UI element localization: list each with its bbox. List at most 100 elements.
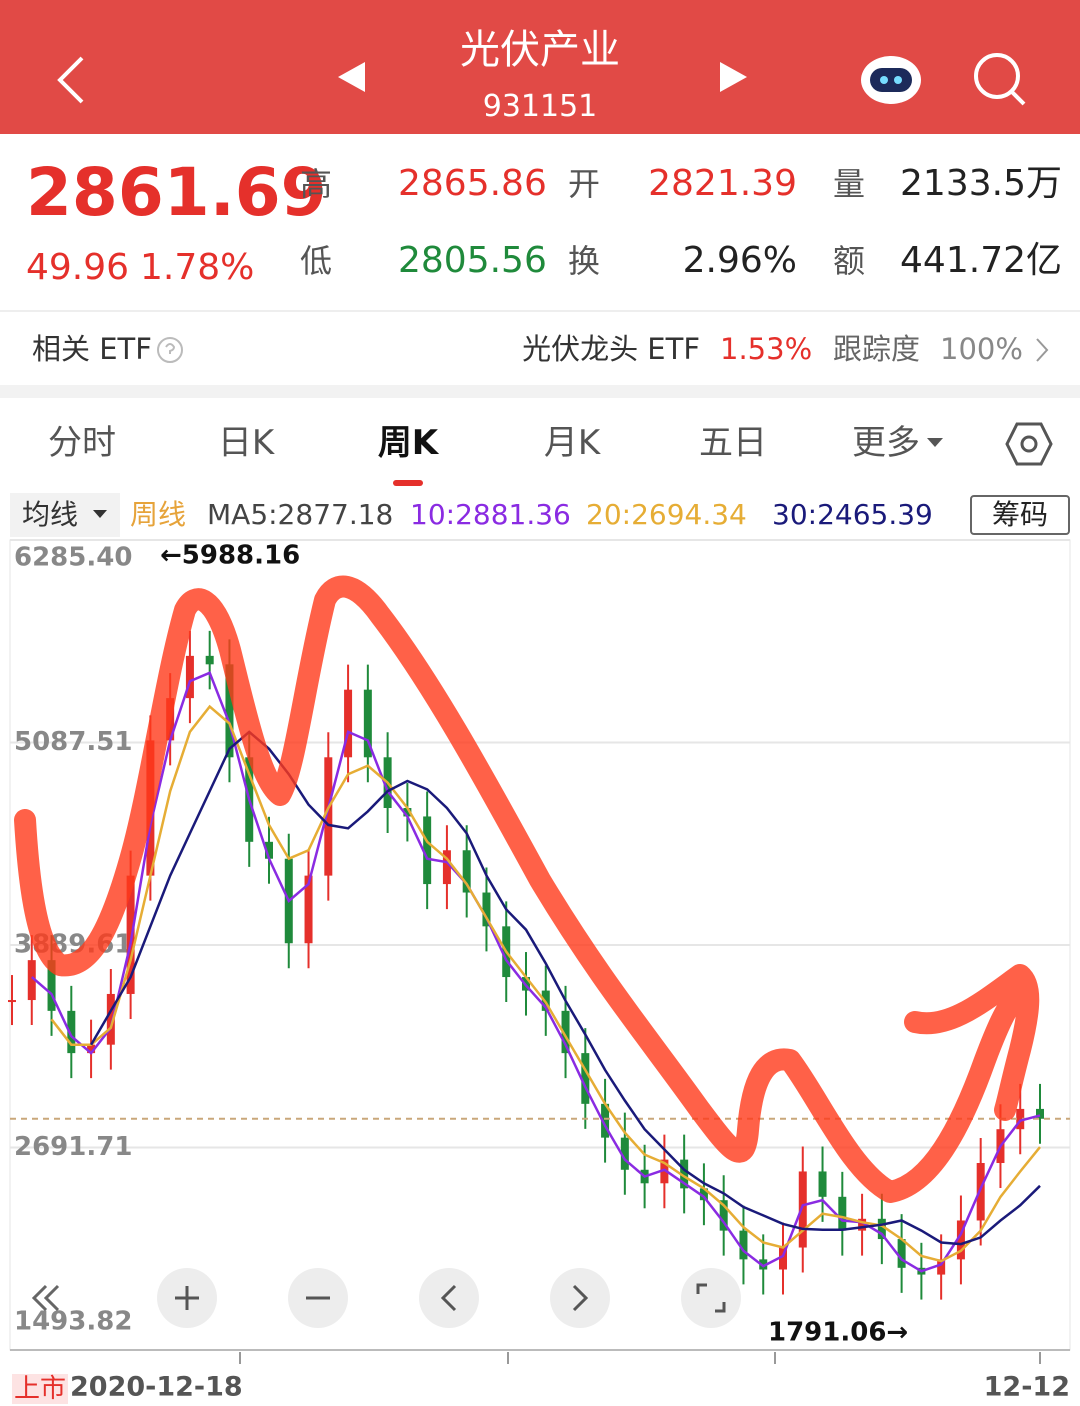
field-label: 低: [300, 242, 333, 280]
chart-controls: [31, 1268, 741, 1328]
change-pct: 1.78%: [140, 247, 255, 288]
zoom-out-button[interactable]: [288, 1268, 348, 1328]
candle: [1036, 1108, 1044, 1119]
chevron[interactable]: [1032, 335, 1052, 365]
field-label: 换: [568, 242, 601, 280]
field-value: 2805.56: [398, 240, 547, 281]
candle: [660, 1159, 669, 1184]
candle: [798, 1171, 807, 1248]
tab[interactable]: 日K: [217, 423, 275, 463]
tab[interactable]: 分时: [48, 423, 116, 463]
field-value: 2.96%: [682, 240, 797, 281]
candle: [779, 1247, 787, 1270]
candle: [363, 689, 372, 758]
divider: [0, 310, 1080, 312]
candle: [185, 655, 194, 699]
period: 周线: [130, 498, 187, 531]
candle: [265, 841, 273, 859]
candle: [818, 1171, 827, 1197]
field-label: 高: [300, 165, 333, 203]
caret: [93, 510, 107, 518]
zoom-in-button[interactable]: [157, 1268, 217, 1328]
title: 光伏产业: [460, 27, 620, 73]
field-value: 441.72亿: [900, 240, 1062, 281]
chip-button[interactable]: 筹码: [970, 495, 1070, 535]
candle: [759, 1259, 768, 1270]
candle: [601, 1103, 610, 1138]
track-label: 跟踪度: [833, 332, 921, 366]
etf-change: 1.53%: [720, 332, 813, 366]
etf-label[interactable]: 相关 ETF: [32, 332, 152, 366]
field-value: 2865.86: [398, 163, 547, 204]
fullscreen-button[interactable]: [681, 1268, 741, 1328]
x-tick-label: 12-12: [984, 1372, 1070, 1403]
candle: [67, 1010, 76, 1054]
annotation: ←5988.16: [160, 541, 300, 571]
ma-legend: 20:2694.34: [586, 498, 747, 531]
field-label: 量: [833, 165, 866, 203]
etf-name[interactable]: 光伏龙头 ETF: [522, 332, 700, 366]
track-value: 100%: [940, 332, 1023, 366]
candle: [561, 1010, 570, 1054]
top-icons: [57, 53, 1026, 106]
prev-button[interactable]: [338, 62, 365, 92]
y-tick-label: 1493.82: [14, 1307, 132, 1337]
candle: [423, 816, 432, 885]
tab[interactable]: 五日: [699, 423, 767, 463]
rewind-button[interactable]: [31, 1284, 60, 1312]
candle: [87, 1044, 96, 1054]
candle: [719, 1200, 728, 1231]
search-button[interactable]: [974, 53, 1026, 106]
candle: [1016, 1108, 1025, 1130]
ma-legend: 10:2881.36: [410, 498, 571, 531]
candle: [205, 655, 214, 665]
settings-icon[interactable]: [1005, 420, 1053, 468]
caret: [927, 438, 943, 447]
candle: [462, 850, 471, 893]
candle: [225, 664, 234, 758]
back-button[interactable]: [57, 56, 84, 104]
candle: [8, 1000, 16, 1003]
candle: [937, 1259, 946, 1275]
x-tick-label: 2020-12-18: [70, 1372, 243, 1403]
candle: [620, 1137, 629, 1170]
candle: [126, 875, 135, 994]
ma-legend: MA5:2877.18: [207, 498, 394, 531]
field-value: 2821.39: [648, 163, 797, 204]
field-value: 2133.5万: [900, 163, 1062, 204]
candle: [858, 1218, 867, 1231]
candle: [699, 1188, 708, 1201]
candle: [324, 757, 333, 876]
candle: [976, 1163, 985, 1221]
left-button[interactable]: [419, 1268, 479, 1328]
candle: [680, 1159, 689, 1189]
tab-underline: [393, 480, 423, 486]
help-icon[interactable]: [155, 335, 185, 365]
candle: [838, 1196, 847, 1231]
candle: [27, 960, 36, 1001]
tab[interactable]: 更多: [852, 423, 920, 463]
candle: [897, 1239, 906, 1268]
candle: [956, 1220, 965, 1260]
candle: [304, 875, 313, 944]
tab[interactable]: 月K: [543, 423, 601, 463]
candle: [581, 1053, 590, 1104]
right-button[interactable]: [550, 1268, 610, 1328]
candle: [106, 993, 115, 1045]
change: 49.96: [26, 247, 130, 288]
candle: [47, 960, 56, 1011]
field-label: 额: [833, 242, 866, 280]
field-label: 开: [568, 165, 601, 203]
ma-selector[interactable]: 均线: [22, 498, 79, 531]
next-button[interactable]: [720, 62, 747, 92]
y-tick-label: 5087.51: [14, 727, 132, 757]
candle: [344, 689, 353, 758]
y-tick-label: 6285.40: [14, 543, 132, 573]
candle: [442, 850, 451, 885]
tab-active[interactable]: 周K: [377, 423, 439, 463]
listing-badge: 上市: [12, 1374, 69, 1404]
separator: [0, 385, 1080, 398]
robot-icon[interactable]: [861, 56, 921, 104]
